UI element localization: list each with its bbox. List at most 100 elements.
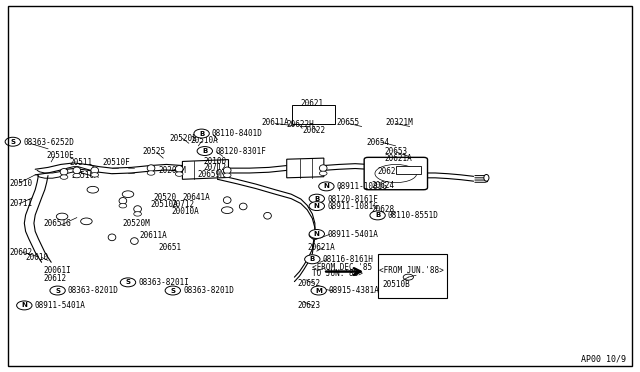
Circle shape: [305, 255, 320, 264]
Polygon shape: [287, 158, 324, 178]
Circle shape: [5, 137, 20, 146]
Text: B: B: [375, 212, 380, 218]
Ellipse shape: [223, 167, 231, 174]
Text: 20061I: 20061I: [44, 266, 71, 275]
Text: N: N: [314, 231, 320, 237]
Text: 20510E: 20510E: [46, 151, 74, 160]
Ellipse shape: [147, 165, 155, 171]
Ellipse shape: [223, 197, 231, 203]
Text: 20611A: 20611A: [261, 118, 289, 127]
Text: 20520: 20520: [154, 193, 177, 202]
Text: 20655: 20655: [336, 118, 359, 127]
Text: S: S: [170, 288, 175, 294]
Circle shape: [50, 286, 65, 295]
Text: 08116-8161H: 08116-8161H: [323, 255, 373, 264]
Circle shape: [319, 171, 327, 176]
Text: 20654: 20654: [366, 138, 389, 147]
Circle shape: [119, 203, 127, 208]
Text: 20510A: 20510A: [191, 136, 218, 145]
Ellipse shape: [311, 233, 319, 240]
Ellipse shape: [119, 198, 127, 204]
Circle shape: [147, 171, 155, 175]
Text: 20612: 20612: [44, 274, 67, 283]
Text: 08915-4381A: 08915-4381A: [329, 286, 380, 295]
Circle shape: [175, 172, 183, 176]
Text: 20628: 20628: [371, 205, 394, 214]
Text: 20621: 20621: [301, 99, 324, 108]
Circle shape: [120, 278, 136, 287]
Text: 20641A: 20641A: [182, 193, 210, 202]
Text: <FROM JUN.'88>: <FROM JUN.'88>: [379, 266, 444, 275]
Ellipse shape: [108, 234, 116, 241]
Ellipse shape: [319, 165, 327, 171]
Text: 20510F: 20510F: [102, 158, 130, 167]
Circle shape: [134, 212, 141, 216]
Ellipse shape: [175, 166, 183, 172]
Text: 20712: 20712: [172, 200, 195, 209]
Circle shape: [87, 186, 99, 193]
Text: 20510A: 20510A: [150, 200, 178, 209]
Text: B: B: [199, 131, 204, 137]
Text: 20621A: 20621A: [384, 154, 412, 163]
Text: 20510A: 20510A: [72, 171, 99, 180]
Circle shape: [223, 173, 231, 177]
Circle shape: [309, 232, 321, 238]
Ellipse shape: [91, 167, 99, 174]
Circle shape: [309, 230, 324, 238]
Text: AP00 10/9: AP00 10/9: [581, 355, 626, 364]
Text: S: S: [10, 139, 15, 145]
Text: 08911-5401A: 08911-5401A: [35, 301, 85, 310]
Text: 20624: 20624: [371, 181, 394, 190]
Text: 20525: 20525: [143, 147, 166, 156]
Ellipse shape: [264, 212, 271, 219]
Text: 20321M: 20321M: [385, 118, 413, 127]
Text: TO JUN.'88>: TO JUN.'88>: [312, 269, 363, 278]
Circle shape: [73, 173, 81, 178]
FancyBboxPatch shape: [364, 157, 428, 190]
Bar: [292, 105, 335, 124]
Circle shape: [91, 173, 99, 177]
Text: 08911-5401A: 08911-5401A: [327, 230, 378, 239]
Circle shape: [197, 147, 212, 155]
Bar: [378, 254, 447, 298]
Text: 20711: 20711: [9, 199, 32, 208]
Text: 20622H: 20622H: [287, 120, 314, 129]
Circle shape: [309, 194, 324, 203]
Ellipse shape: [239, 203, 247, 210]
Circle shape: [56, 213, 68, 220]
Text: 20622J: 20622J: [378, 167, 405, 176]
Text: 08110-8401D: 08110-8401D: [212, 129, 262, 138]
Text: 20622: 20622: [302, 126, 325, 135]
Bar: [396, 166, 421, 174]
Text: <FROM DEC.'85: <FROM DEC.'85: [312, 263, 372, 272]
Text: 20621A: 20621A: [307, 243, 335, 252]
Circle shape: [309, 202, 324, 211]
Text: 20652: 20652: [298, 279, 321, 288]
Text: 20602: 20602: [9, 248, 32, 257]
Text: 08120-8161F: 08120-8161F: [327, 195, 378, 203]
Text: 20623: 20623: [298, 301, 321, 310]
Text: S: S: [125, 279, 131, 285]
Circle shape: [311, 286, 326, 295]
Circle shape: [17, 301, 32, 310]
Text: B: B: [314, 196, 319, 202]
Circle shape: [194, 129, 209, 138]
Ellipse shape: [73, 167, 81, 174]
Ellipse shape: [131, 238, 138, 244]
Circle shape: [370, 211, 385, 220]
Circle shape: [81, 218, 92, 225]
Circle shape: [221, 207, 233, 214]
Text: 20200M: 20200M: [159, 166, 186, 175]
Circle shape: [60, 175, 68, 179]
Text: 20653: 20653: [384, 147, 407, 156]
Text: 08911-1081G: 08911-1081G: [337, 182, 387, 191]
Text: 08911-1081G: 08911-1081G: [327, 202, 378, 211]
Text: N: N: [323, 183, 330, 189]
Text: 20611A: 20611A: [140, 231, 167, 240]
Text: 20010: 20010: [26, 253, 49, 262]
Text: 20520M: 20520M: [123, 219, 150, 228]
Text: 20510B: 20510B: [383, 280, 410, 289]
Text: B: B: [310, 256, 315, 262]
Text: 20712: 20712: [204, 163, 227, 172]
Text: S: S: [55, 288, 60, 294]
